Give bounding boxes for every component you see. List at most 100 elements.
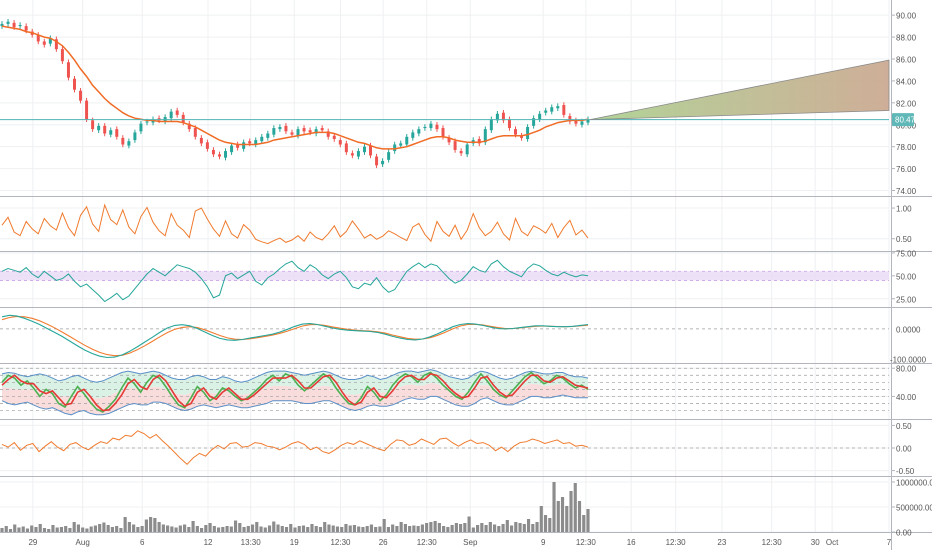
candle-body xyxy=(375,156,379,166)
volume-bar xyxy=(416,526,420,532)
rsi-band xyxy=(0,271,889,281)
candle-body xyxy=(290,132,294,135)
volume-bar xyxy=(34,527,38,532)
volume-bar xyxy=(391,524,395,532)
volume-bar xyxy=(509,525,514,532)
candle-body xyxy=(574,120,578,124)
volume-bar xyxy=(505,520,509,532)
time-tick-label: 12:30 xyxy=(666,538,687,547)
time-tick-label: 6 xyxy=(140,538,145,547)
axis-tick-label: 88.00 xyxy=(896,34,917,43)
candle-body xyxy=(489,119,493,131)
panels xyxy=(0,18,932,533)
volume-bar xyxy=(399,522,403,532)
volume-bar xyxy=(85,528,89,532)
volume-bar xyxy=(47,529,51,532)
candle-body xyxy=(54,39,58,50)
candle-body xyxy=(6,21,10,24)
price-axis: 90.00 88.00 86.00 84.00 82.00 80.00 78.00 76.00… xyxy=(890,0,932,550)
grid xyxy=(0,0,890,533)
candle-body xyxy=(495,113,499,121)
candle-body xyxy=(224,151,228,158)
volume-bar xyxy=(577,501,582,532)
volume-bar xyxy=(437,523,441,532)
candle-body xyxy=(350,153,354,156)
volume-bar xyxy=(0,528,4,532)
time-tick-label: 26 xyxy=(379,538,388,547)
volume-bar xyxy=(68,528,72,532)
candle-body xyxy=(181,114,185,123)
candle-body xyxy=(520,135,524,138)
volume-bar xyxy=(344,524,348,532)
volume-bar xyxy=(552,482,556,532)
volume-bar xyxy=(242,527,246,532)
volume-bar xyxy=(30,525,34,532)
time-tick-label: 13:30 xyxy=(241,538,262,547)
volume-bar xyxy=(276,524,280,532)
candle-body xyxy=(465,144,469,155)
axis-tick-label: 0.50 xyxy=(896,235,912,244)
candle-body xyxy=(193,128,197,137)
time-tick-label: 12:30 xyxy=(417,538,438,547)
candle-body xyxy=(217,154,221,157)
volume-bar xyxy=(140,526,144,532)
candle-body xyxy=(332,135,336,140)
volume-bar xyxy=(357,526,361,532)
candle-body xyxy=(338,140,342,145)
axis-tick-label: 84.00 xyxy=(896,77,917,86)
candle-body xyxy=(514,129,518,135)
candle-body xyxy=(562,105,566,115)
volume-bar xyxy=(582,515,586,532)
volume-bar xyxy=(221,527,225,532)
volume-bar xyxy=(166,525,170,532)
time-tick-label: Sep xyxy=(463,538,478,547)
volume-bar xyxy=(403,524,407,532)
candle-body xyxy=(320,128,324,131)
volume-bar xyxy=(297,526,301,532)
volume-bar xyxy=(374,527,378,532)
volume-bar xyxy=(153,518,157,532)
oscillator-2-line xyxy=(1,430,589,465)
volume-bar xyxy=(429,522,433,532)
volume-bar xyxy=(314,526,318,532)
axis-tick-label: 0.00 xyxy=(896,445,912,454)
volume-bar xyxy=(433,521,437,532)
volume-bar xyxy=(259,526,263,532)
volume-bar xyxy=(476,525,480,532)
candle-body xyxy=(230,145,234,153)
axis-tick-label: -100.0000 xyxy=(890,356,927,365)
axis-tick-label: 1000000.00 xyxy=(896,479,932,488)
volume-bar xyxy=(250,524,255,532)
volume-bar xyxy=(518,523,522,532)
axis-tick-label: 75.00 xyxy=(896,249,917,258)
candle-body xyxy=(42,41,46,45)
candle-body xyxy=(66,62,70,78)
volume-bar xyxy=(522,524,526,532)
volume-bar xyxy=(161,524,165,532)
band-fill-upper xyxy=(2,369,588,399)
volume-bar xyxy=(573,483,577,532)
volume-bar xyxy=(64,526,68,532)
volume-bar xyxy=(395,526,399,532)
volume-bar xyxy=(132,524,136,532)
candle-body xyxy=(429,123,433,129)
candle-body xyxy=(586,119,590,123)
volume-bar xyxy=(501,524,505,532)
candle-body xyxy=(441,128,445,137)
volume-bar xyxy=(318,527,323,532)
time-tick-label: 7 xyxy=(887,538,892,547)
candle-body xyxy=(387,152,391,160)
candle-body xyxy=(326,131,330,137)
volume-bar xyxy=(136,527,140,532)
volume-bar xyxy=(586,509,590,532)
candle-body xyxy=(580,121,584,125)
candle-body xyxy=(405,136,409,145)
candle-body xyxy=(79,90,83,101)
volume-bar xyxy=(378,526,382,532)
volume-bar xyxy=(454,523,458,532)
volume-bar xyxy=(110,527,114,532)
volume-bar xyxy=(386,527,391,532)
volume-bar xyxy=(420,524,424,532)
volume-bar xyxy=(492,524,497,532)
